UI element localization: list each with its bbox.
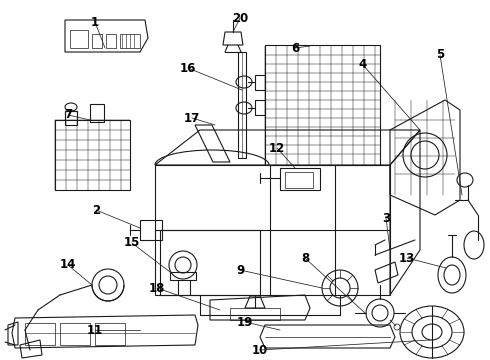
Text: 5: 5 — [436, 49, 444, 62]
Bar — [280, 168, 320, 190]
Text: 20: 20 — [232, 12, 248, 24]
Text: 2: 2 — [92, 203, 100, 216]
Text: 9: 9 — [236, 264, 244, 276]
Text: 14: 14 — [60, 258, 76, 271]
Text: 10: 10 — [252, 343, 268, 356]
Bar — [95, 323, 125, 345]
Text: 13: 13 — [399, 252, 415, 265]
Bar — [90, 104, 104, 122]
Text: 6: 6 — [291, 41, 299, 54]
Bar — [65, 111, 77, 125]
Bar — [170, 272, 196, 280]
Text: 19: 19 — [237, 315, 253, 328]
Text: 18: 18 — [149, 282, 165, 294]
Text: 17: 17 — [184, 112, 200, 125]
Text: 8: 8 — [301, 252, 309, 265]
Bar — [92, 34, 102, 48]
Bar — [70, 30, 88, 48]
Bar — [285, 172, 313, 188]
Text: 4: 4 — [359, 58, 367, 72]
Bar — [55, 120, 130, 190]
Text: 1: 1 — [91, 15, 99, 28]
Bar — [106, 34, 116, 48]
Bar — [230, 308, 280, 320]
Bar — [25, 323, 55, 345]
Text: 12: 12 — [269, 141, 285, 154]
Text: 11: 11 — [87, 324, 103, 337]
Bar — [60, 323, 90, 345]
Text: 15: 15 — [124, 237, 140, 249]
Text: 16: 16 — [180, 62, 196, 75]
Bar — [120, 34, 140, 48]
Bar — [265, 45, 380, 165]
Text: 7: 7 — [64, 108, 72, 122]
Text: 3: 3 — [382, 211, 390, 225]
Bar — [140, 220, 162, 240]
